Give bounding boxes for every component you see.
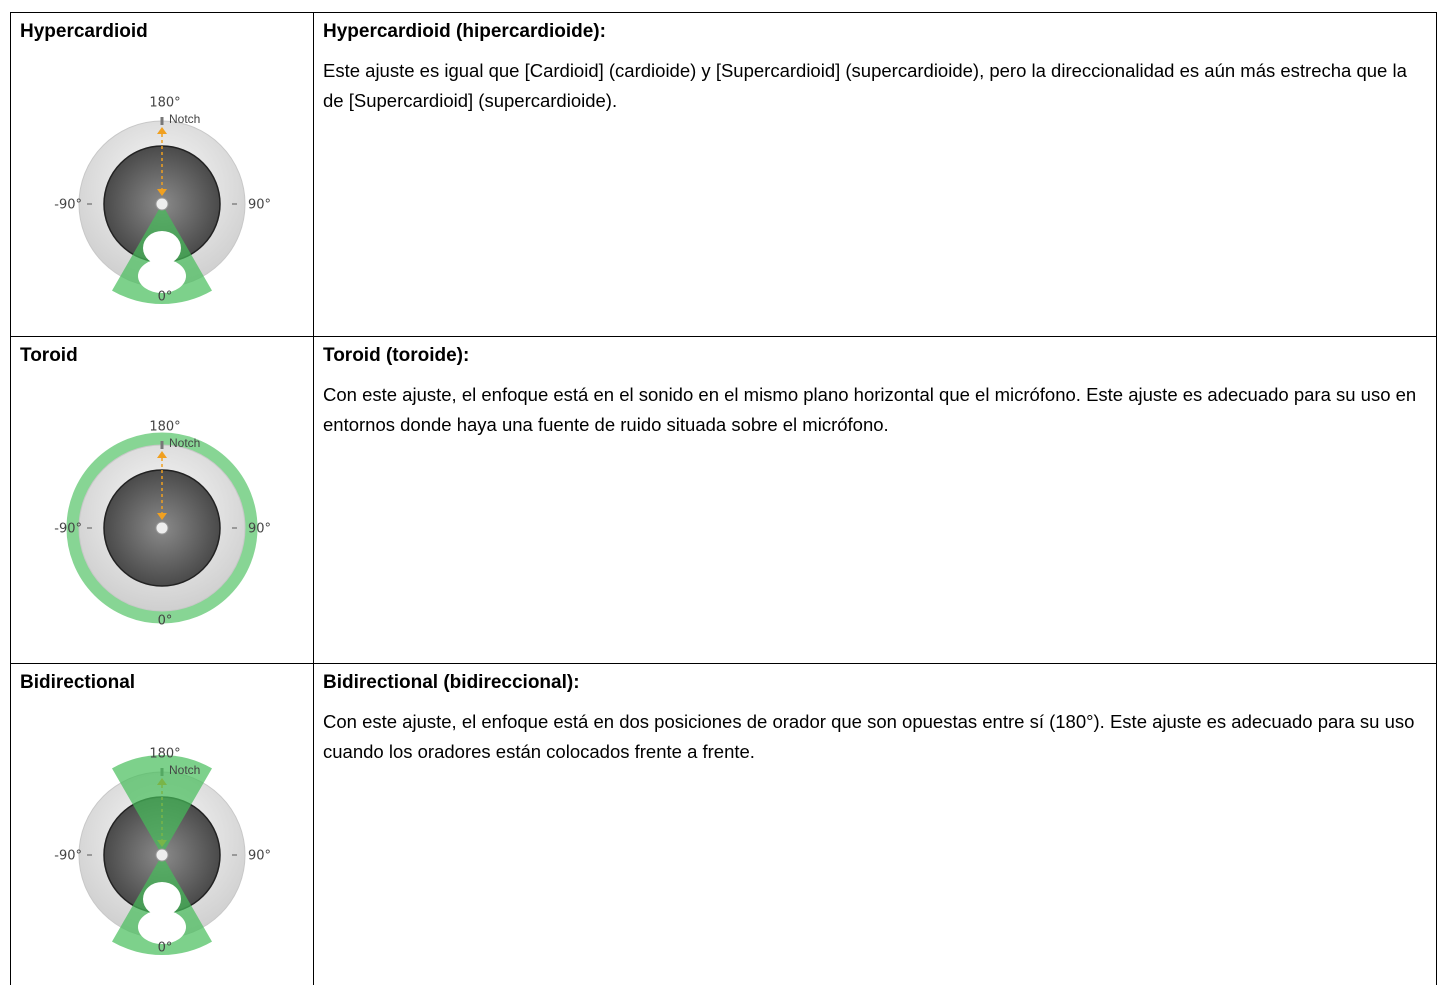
arrow-head [157, 189, 167, 196]
pickup-zone [66, 432, 258, 624]
angle-label: 180° [149, 420, 180, 435]
setting-name: Hypercardioid [20, 21, 148, 42]
angle-label: 0° [158, 614, 173, 629]
setting-heading: Toroid (toroide): [323, 345, 470, 366]
setting-heading: Hypercardioid (hipercardioide): [323, 21, 606, 42]
notch-marker [160, 441, 164, 449]
angle-label: 90° [248, 522, 271, 537]
setting-description: Con este ajuste, el enfoque está en el s… [323, 384, 1417, 435]
pickup-diagram: 180°Notch -90° 90° 0° [54, 747, 271, 956]
table-border [10, 12, 1437, 13]
angle-label: -90° [54, 522, 82, 537]
pickup-zone [112, 755, 212, 855]
angle-label: -90° [54, 198, 82, 213]
pickup-diagram: 180°Notch -90° 90° 0° [54, 420, 271, 629]
pickup-diagram: 180°Notch -90° 90° 0° [54, 96, 271, 305]
arrow-head [157, 451, 167, 458]
polar-lobe [143, 882, 181, 916]
angle-label: 180° [149, 96, 180, 111]
angle-label: 90° [248, 849, 271, 864]
center-mark [155, 197, 169, 211]
column-divider [313, 12, 314, 985]
arrow-head [157, 513, 167, 520]
setting-heading: Bidirectional (bidireccional): [323, 672, 580, 693]
center-mark [155, 848, 169, 862]
polar-lobe [138, 259, 186, 293]
angle-label: 180° [149, 747, 180, 762]
polar-lobe [143, 231, 181, 265]
arrow-head [157, 127, 167, 134]
polar-lobe [138, 910, 186, 944]
angle-label: -90° [54, 849, 82, 864]
row-border [10, 663, 1437, 664]
setting-name: Toroid [20, 345, 78, 366]
table-border [10, 12, 11, 985]
notch-marker [160, 117, 164, 125]
angle-label: 0° [158, 290, 173, 305]
notch-label: Notch [169, 763, 200, 777]
setting-description: Este ajuste es igual que [Cardioid] (car… [323, 60, 1407, 111]
notch-label: Notch [169, 436, 200, 450]
angle-label: 0° [158, 941, 173, 956]
row-border [10, 336, 1437, 337]
center-mark [155, 521, 169, 535]
setting-name: Bidirectional [20, 672, 136, 693]
setting-description: Con este ajuste, el enfoque está en dos … [323, 711, 1415, 762]
angle-label: 90° [248, 198, 271, 213]
notch-label: Notch [169, 112, 200, 126]
